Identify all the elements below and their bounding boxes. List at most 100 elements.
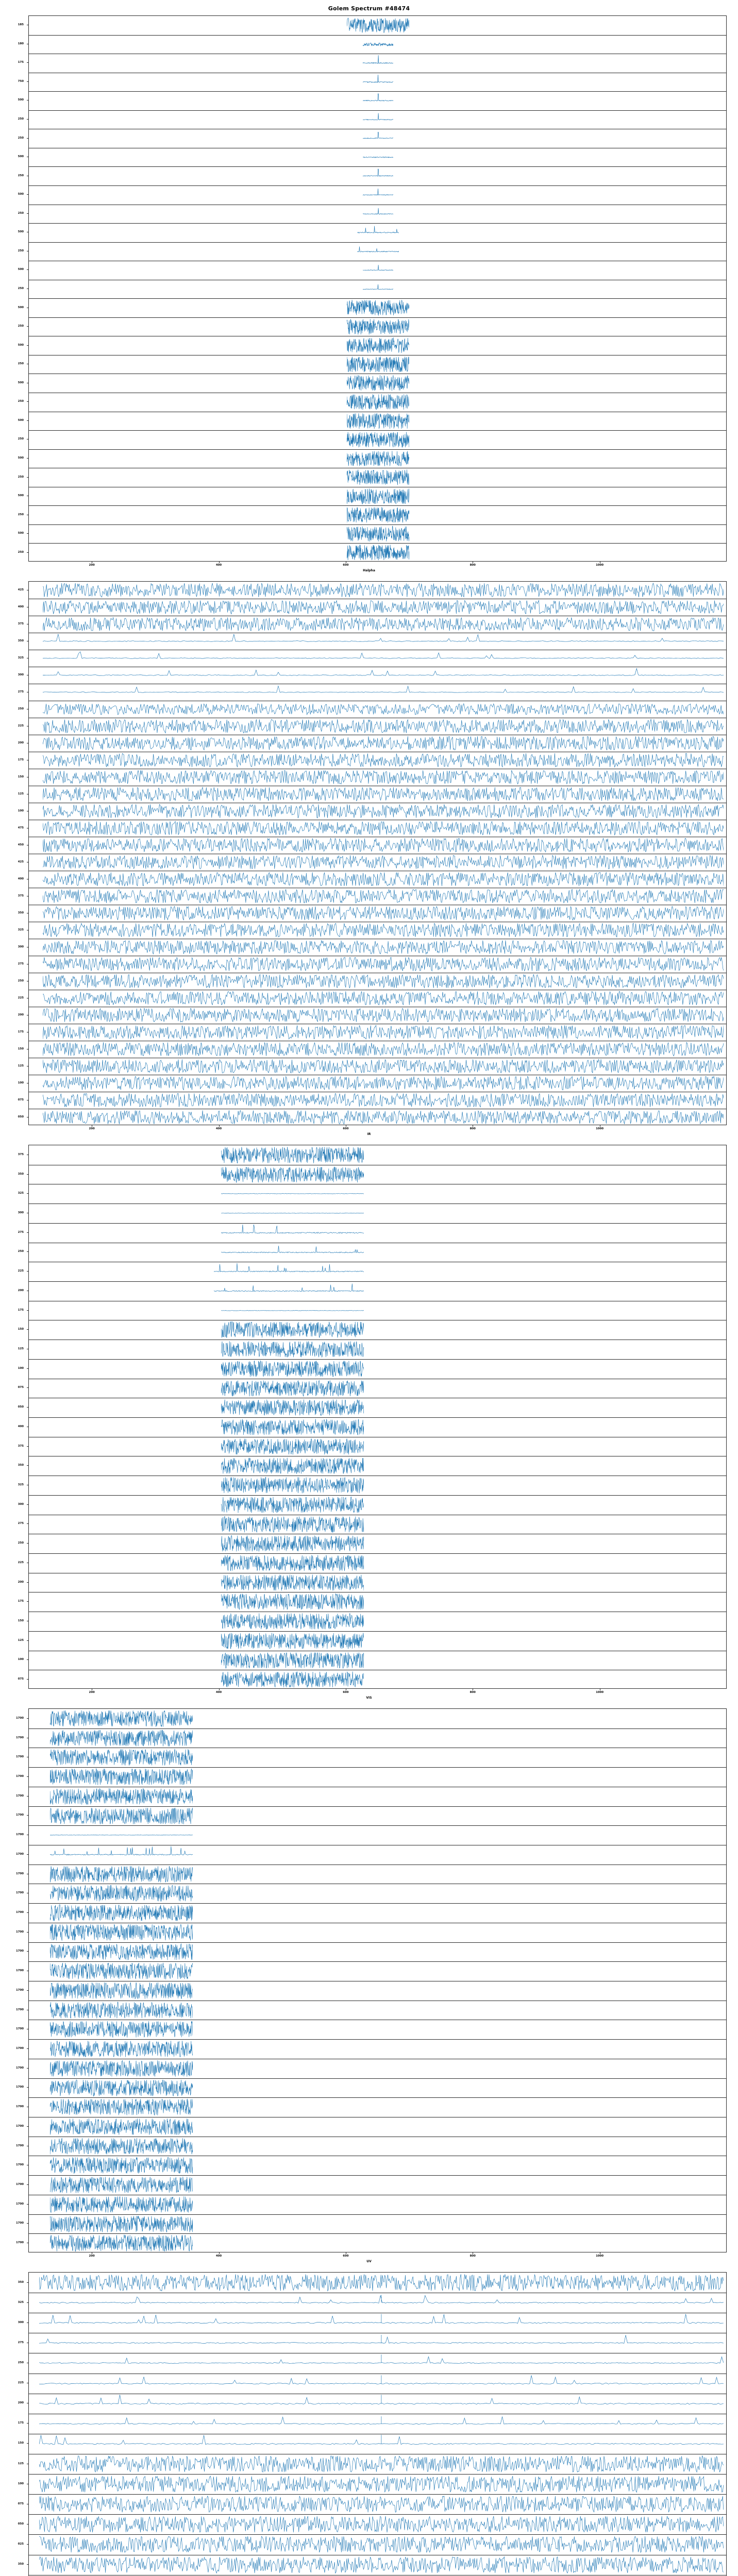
spectrum-trace [43,1007,724,1024]
y-tick-label: 250 [18,1250,24,1253]
y-tick-label: 075 [18,1677,24,1681]
y-tick-label: 250 [18,211,24,215]
spectrum-trace [39,2514,724,2534]
y-tick-mark [27,1446,28,1447]
x-tick-label: 400 [215,564,222,567]
spectrum-trace [39,2534,724,2554]
y-tick-label: 500 [18,155,24,159]
y-tick-label: 200 [18,1013,24,1016]
spectrum-trace [43,973,724,990]
y-tick-mark [27,420,28,421]
spectrum-trace [221,1437,364,1456]
y-tick-label: 125 [18,2462,24,2465]
spectrum-trace [221,1359,364,1379]
spectrum-trace [362,35,394,54]
spectrum-trace [362,129,394,148]
spectrum-trace [362,73,394,92]
spectrum-trace [49,2039,193,2059]
y-tick-mark [27,1407,28,1408]
y-tick-label: 375 [18,1444,24,1448]
spectrum-trace [43,684,724,701]
plot-area[interactable] [28,15,727,562]
spectrum-trace [43,1041,724,1058]
spectrum-trace [39,2333,724,2353]
spectrum-trace [43,582,724,599]
y-tick-label: 500 [18,193,24,196]
spectrum-trace [221,1495,364,1515]
spectrum-trace [43,769,724,786]
y-tick-mark [27,1174,28,1175]
plot-area[interactable] [28,581,727,1125]
y-tick-mark [27,213,28,214]
x-tick-label: 600 [343,564,349,567]
x-tick-label: 800 [469,2255,476,2258]
x-axis-label: Halpha [363,569,375,572]
y-tick-label: 1700 [15,1891,24,1895]
plot-area[interactable] [28,2272,727,2576]
spectrum-trace [49,1728,193,1748]
y-tick-mark [27,1931,28,1933]
y-tick-label: 250 [18,475,24,479]
y-tick-mark [27,1465,28,1466]
spectrum-trace [43,956,724,973]
spectrum-trace [39,2293,724,2313]
spectrum-trace [346,412,410,431]
row-separator [29,185,726,186]
y-tick-label: 1700 [15,2222,24,2225]
y-tick-label: 475 [18,826,24,829]
row-separator [29,2233,726,2234]
x-tick-label: 1000 [596,1127,604,1130]
spectrum-trace [357,242,399,261]
y-tick-label: 350 [18,1172,24,1176]
y-tick-mark [27,1951,28,1952]
y-tick-mark [27,345,28,346]
y-tick-label: 150 [18,775,24,778]
y-tick-label: 300 [18,673,24,676]
x-tick-label: 200 [89,2255,95,2258]
spectrum-trace [346,430,410,449]
y-tick-label: 1700 [15,2105,24,2109]
spectrum-trace [49,2001,193,2020]
y-tick-mark [27,1523,28,1524]
spectrum-trace [43,599,724,616]
y-tick-label: 250 [18,136,24,140]
spectrum-trace [49,1923,193,1942]
y-tick-label: 300 [18,2320,24,2324]
y-tick-label: 500 [18,494,24,498]
y-tick-mark [27,2564,28,2565]
y-tick-label: 500 [18,268,24,272]
row-separator [29,1223,726,1224]
y-tick-label: 1700 [15,2144,24,2147]
plot-area[interactable] [28,1145,727,1689]
spectrum-trace [49,2097,193,2117]
y-tick-mark [27,1251,28,1252]
spectrum-trace [43,888,724,905]
spectrum-trace [43,786,724,803]
y-tick-label: 350 [18,2563,24,2566]
y-tick-label: 200 [18,741,24,744]
spectrum-trace [49,1825,193,1845]
y-tick-mark [27,2087,28,2088]
spectrum-trace [49,1961,193,1981]
y-tick-mark [27,138,28,139]
spectrum-trace [221,1592,364,1612]
y-tick-label: 1700 [15,1716,24,1720]
y-axis-ticks: 375 350 325 300 275 250 225 200 175 150 125 100 075 0… [0,1145,27,1689]
y-tick-label: 275 [18,690,24,693]
spectrum-trace [221,1223,364,1243]
x-tick-label: 200 [89,1127,95,1130]
row-separator [29,1553,726,1554]
row-separator [29,1942,726,1943]
y-tick-mark [27,1504,28,1505]
spectrum-trace [362,110,394,129]
plot-area[interactable] [28,1708,727,2252]
y-tick-mark [27,1990,28,1991]
y-tick-label: 425 [18,860,24,863]
y-tick-mark [27,2544,28,2545]
x-axis-label: VIS [366,1696,372,1700]
spectrum-trace [221,1612,364,1631]
y-tick-label: 1700 [15,2124,24,2128]
y-tick-label: 225 [18,1269,24,1273]
spectrum-trace [39,2394,724,2414]
